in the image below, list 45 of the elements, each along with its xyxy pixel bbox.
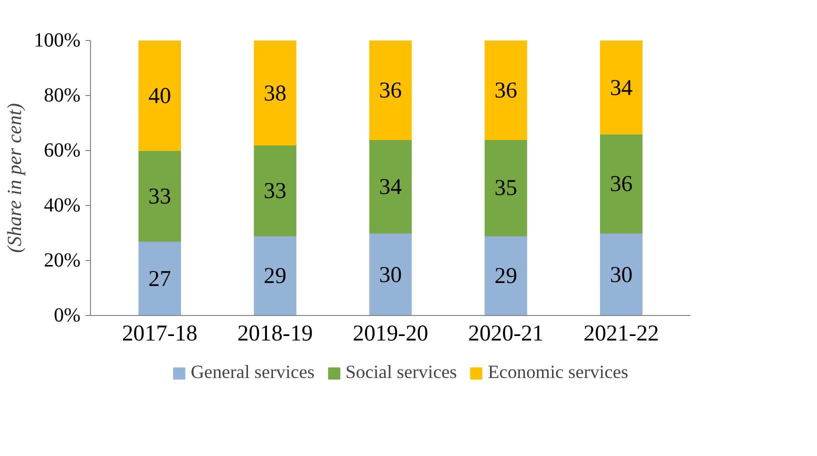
bar [369,40,412,140]
data-label: 27 [148,266,172,291]
y-tick-label: 60% [44,140,81,162]
bar [138,240,181,316]
data-label: 29 [494,263,518,288]
y-tick-label: 100% [34,30,81,52]
bar [600,232,643,316]
x-tick-label: 2020-21 [468,320,544,346]
y-tick-label: 80% [44,84,81,106]
bar [138,150,181,242]
y-tick-label: 0% [54,304,81,326]
bar [484,40,528,140]
data-label: 29 [264,263,286,288]
data-label: 34 [379,174,402,199]
data-label: 30 [379,262,402,287]
bar [138,40,181,151]
bar [484,235,528,316]
x-tick-label: 2021-22 [584,320,660,346]
data-label: 40 [148,83,172,108]
x-tick-label: 2019-20 [352,320,428,346]
data-label: 34 [610,74,633,100]
bar [254,235,296,316]
y-axis-title: (Share in per cent) [4,102,26,253]
x-tick-label: 2018-19 [237,320,313,346]
legend-label: Social services [346,362,457,384]
bar [254,144,296,236]
data-label: 36 [494,78,518,102]
bar [600,134,643,234]
x-tick-label: 2017-18 [122,320,198,346]
bar [600,40,643,134]
data-label: 38 [264,80,286,106]
data-label: 36 [379,78,402,102]
y-tick-label: 40% [44,194,81,216]
bar [369,139,412,234]
data-label: 30 [610,262,633,287]
bar [484,139,528,236]
data-label: 36 [610,171,633,196]
legend-label: Economic services [488,362,628,384]
data-label: 33 [148,183,172,208]
data-label: 35 [494,175,518,200]
data-label: 33 [264,178,286,203]
bar [254,40,296,146]
legend-label: General services [190,362,315,384]
bar [369,232,412,316]
y-tick-label: 20% [44,250,81,272]
